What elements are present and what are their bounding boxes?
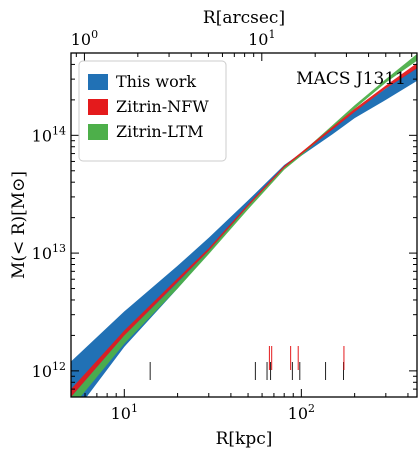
x-tick-label: 102: [288, 402, 315, 423]
legend-swatch-this-work: [88, 74, 108, 90]
x-axis-label: R[kpc]: [216, 429, 273, 449]
y-axis-label: M(< R)[M⊙]: [9, 171, 29, 279]
legend: This work Zitrin-NFW Zitrin-LTM: [78, 60, 227, 162]
band-zitrin-ltm: [71, 54, 417, 397]
chart-title: MACS J1311: [296, 69, 406, 89]
axis-ticks: 101 102 100 101 1012 1013 1014: [32, 28, 417, 423]
legend-label-this-work: This work: [116, 72, 196, 91]
x-tick-label: 101: [111, 402, 138, 423]
legend-label-zitrin-nfw: Zitrin-NFW: [116, 97, 209, 116]
plot-area: [71, 54, 417, 397]
legend-box: [78, 60, 227, 162]
plot-frame: [70, 52, 418, 398]
top-tick-label: 101: [248, 28, 275, 49]
y-tick-label: 1014: [32, 124, 66, 145]
y-tick-label: 1012: [32, 360, 66, 381]
top-axis-label: R[arcsec]: [203, 8, 285, 28]
top-tick-label: 100: [71, 28, 98, 49]
legend-swatch-zitrin-nfw: [88, 99, 108, 115]
legend-swatch-zitrin-ltm: [88, 124, 108, 140]
legend-label-zitrin-ltm: Zitrin-LTM: [116, 122, 204, 141]
y-tick-label: 1013: [32, 242, 66, 263]
